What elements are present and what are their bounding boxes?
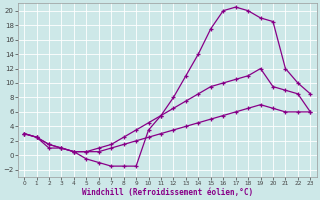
X-axis label: Windchill (Refroidissement éolien,°C): Windchill (Refroidissement éolien,°C) xyxy=(82,188,253,197)
